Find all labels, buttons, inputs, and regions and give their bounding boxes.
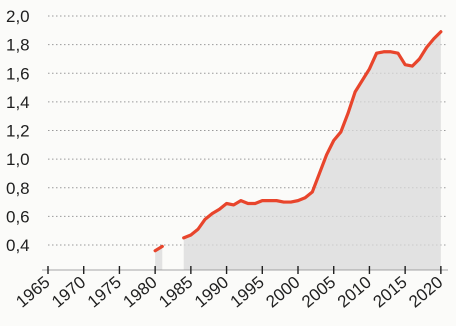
data-point	[189, 233, 193, 237]
x-tick-label: 2005	[298, 273, 339, 312]
data-point	[268, 199, 271, 202]
data-point	[218, 208, 221, 211]
y-tick-label: 1,6	[6, 64, 30, 83]
y-tick-label: 1,8	[6, 36, 30, 55]
data-point	[389, 50, 393, 53]
data-point	[182, 236, 185, 240]
data-point	[353, 90, 357, 94]
data-point	[396, 52, 400, 55]
x-tick-label: 1975	[84, 273, 125, 312]
y-tick-label: 0,4	[6, 236, 30, 255]
data-point	[432, 37, 435, 41]
data-point	[225, 202, 228, 205]
data-point	[382, 50, 385, 53]
data-point	[246, 202, 250, 205]
data-point	[346, 112, 350, 115]
data-point	[375, 52, 378, 55]
x-tick-label: 1995	[227, 273, 268, 312]
data-points	[153, 30, 443, 252]
y-tick-label: 2,0	[6, 7, 30, 26]
x-tick-label: 2000	[262, 273, 303, 312]
data-point	[232, 203, 235, 207]
series-line	[153, 244, 164, 253]
data-point	[253, 202, 257, 205]
data-point	[403, 63, 407, 66]
data-point	[203, 218, 207, 221]
data-point	[318, 172, 321, 175]
data-point	[282, 200, 285, 204]
y-tick-label: 1,2	[6, 122, 30, 141]
y-tick-label: 1,0	[6, 150, 30, 169]
data-point	[418, 57, 421, 61]
data-point	[339, 130, 343, 134]
area-fill	[183, 31, 441, 271]
data-point	[239, 199, 243, 202]
data-point	[439, 30, 443, 33]
y-tick-label: 0,6	[6, 207, 30, 226]
data-point	[211, 212, 214, 215]
area-fill	[155, 246, 163, 270]
data-point	[153, 249, 157, 252]
data-point	[332, 139, 335, 142]
data-point	[361, 79, 364, 82]
x-tick-label: 1970	[48, 273, 89, 312]
x-tick-label: 2010	[334, 273, 375, 312]
data-point	[275, 199, 278, 202]
x-tick-label: 1985	[155, 273, 196, 312]
data-point	[196, 228, 200, 231]
x-tick-label: 2020	[405, 273, 446, 312]
data-point	[411, 64, 414, 68]
data-point	[325, 153, 328, 157]
data-point	[368, 67, 371, 71]
y-axis: 0,4 0,6 0,8 1,0 1,2 1,4 1,6 1,8 2,0	[6, 7, 30, 255]
data-point	[311, 190, 314, 194]
y-tick-label: 1,4	[6, 93, 30, 112]
x-tick-label: 1980	[120, 273, 161, 312]
data-point	[261, 199, 264, 202]
x-tick-label: 2015	[370, 273, 411, 312]
data-point	[425, 46, 428, 49]
data-point	[289, 200, 293, 204]
area-fills	[155, 31, 441, 271]
data-point	[296, 199, 300, 202]
x-tick-label: 1965	[12, 273, 53, 312]
x-tick-label: 1990	[191, 273, 232, 312]
data-point	[303, 196, 307, 199]
data-point	[161, 245, 164, 248]
x-axis: 1965197019751980198519901995200020052010…	[12, 266, 448, 311]
y-tick-label: 0,8	[6, 179, 30, 198]
